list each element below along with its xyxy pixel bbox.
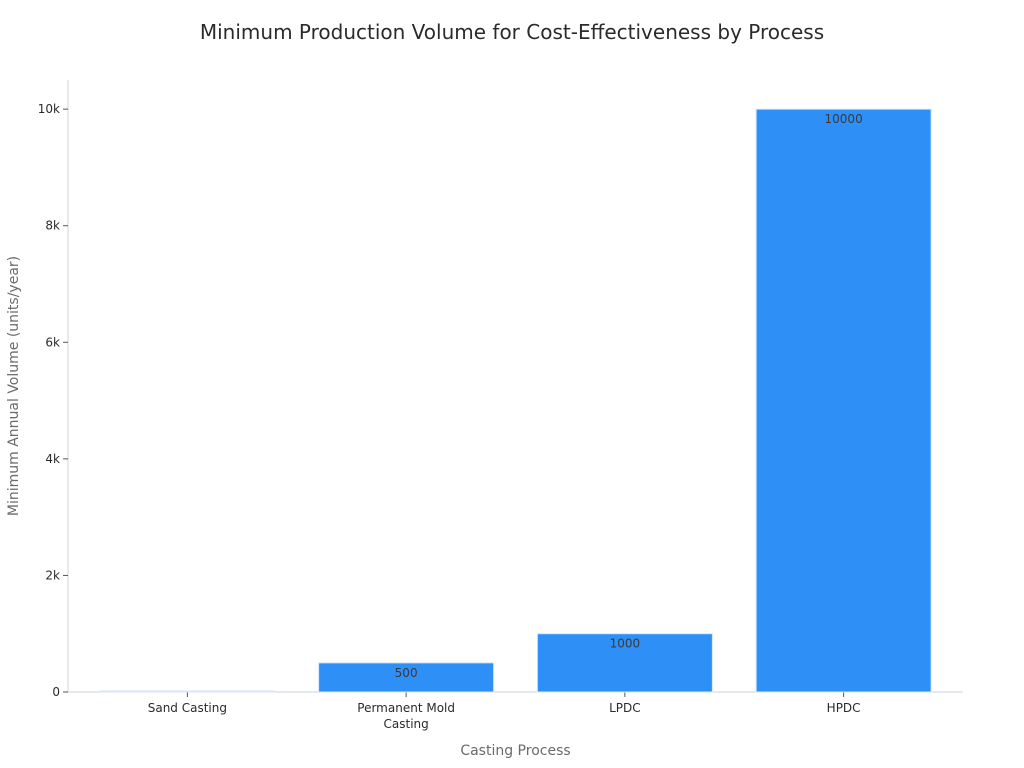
y-tick-label: 8k (45, 219, 60, 233)
data-label: 10000 (825, 112, 863, 126)
bar-permanent-mold-casting (318, 662, 495, 693)
x-tick-label: Permanent Mold Casting (357, 701, 455, 731)
y-axis-title: Minimum Annual Volume (units/year) (6, 256, 22, 516)
data-label: 500 (395, 666, 418, 680)
bar-lpdc (536, 633, 713, 693)
y-tick-label: 4k (45, 452, 60, 466)
y-axis: 0 2k 4k 6k 8k 10k (38, 80, 69, 699)
x-tick-label: LPDC (609, 701, 641, 715)
x-tick-label: HPDC (827, 701, 861, 715)
x-axis: Sand Casting Permanent Mold Casting LPDC HPD… (68, 691, 963, 731)
y-tick-label: 2k (45, 568, 60, 582)
chart-title: Minimum Production Volume for Cost-Effec… (199, 20, 825, 44)
bar-sand-casting (99, 690, 276, 693)
x-axis-title: Casting Process (460, 743, 570, 759)
data-label: 1000 (610, 637, 641, 651)
y-tick-label: 10k (38, 102, 60, 116)
y-tick-label: 6k (45, 335, 60, 349)
x-tick-label: Sand Casting (148, 701, 227, 715)
bar-hpdc (755, 108, 932, 693)
bar-series (99, 108, 932, 693)
y-tick-label: 0 (52, 685, 60, 699)
data-labels: 500 1000 10000 (395, 112, 863, 680)
